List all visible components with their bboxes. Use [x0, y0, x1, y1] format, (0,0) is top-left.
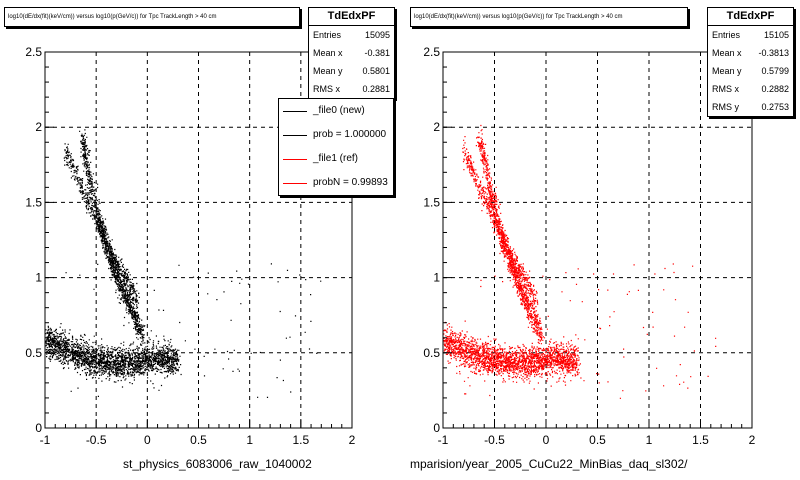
y-tick-label: 1.5 — [423, 195, 440, 209]
x-tick-label: 0.5 — [589, 433, 606, 447]
x-tick-label: 1 — [246, 433, 253, 447]
left-stats-label: Mean y — [313, 66, 343, 76]
left-plot-title-text: log10(dE/dx(fit)(keV/cm)) versus log10(p… — [8, 14, 217, 20]
y-tick-label: 2.5 — [25, 45, 42, 59]
right-stats-label: Entries — [712, 30, 741, 40]
x-tick-label: 2 — [349, 433, 356, 447]
x-tick-label: 2 — [749, 433, 756, 447]
y-tick-label: 1 — [35, 271, 42, 285]
x-tick-label: 1.5 — [292, 433, 309, 447]
right-stats-label: Mean y — [712, 66, 742, 76]
left-stats-row-mean-y: Mean y 0.5801 — [309, 62, 394, 80]
x-tick-label: 0 — [543, 433, 550, 447]
left-stats-row-entries: Entries 15095 — [309, 26, 394, 44]
right-scatter-points — [443, 124, 717, 399]
right-stats-row-rms-x: RMS x 0.2882 — [708, 80, 793, 98]
legend-label: _file0 (new) — [313, 105, 365, 116]
left-legend: _file0 (new) prob = 1.000000 _file1 (ref… — [278, 98, 394, 196]
right-stats-row-mean-x: Mean x -0.3813 — [708, 44, 793, 62]
legend-label: prob = 1.000000 — [313, 129, 387, 140]
right-plot-title-text: log10(dE/dx(fit)(keV/cm)) versus log10(p… — [414, 14, 623, 20]
left-stats-label: RMS x — [313, 84, 340, 94]
y-tick-label: 1 — [433, 271, 440, 285]
right-stats-row-entries: Entries 15105 — [708, 26, 793, 44]
left-x-axis-title: st_physics_6083006_raw_1040002 — [123, 457, 312, 471]
legend-line-black — [283, 135, 307, 136]
x-tick-label: -0.5 — [484, 433, 505, 447]
legend-line-black — [283, 111, 307, 112]
legend-line-red — [283, 159, 307, 160]
x-tick-label: 1 — [646, 433, 653, 447]
legend-entry-file1: _file1 (ref) — [279, 147, 393, 171]
left-stats-value: 15095 — [364, 30, 390, 40]
y-tick-label: 2.5 — [423, 45, 440, 59]
y-tick-label: 2 — [433, 120, 440, 134]
x-tick-label: -1 — [40, 433, 51, 447]
left-stats-value: -0.381 — [364, 48, 390, 58]
y-tick-label: 0.5 — [25, 346, 42, 360]
legend-entry-file0: _file0 (new) — [279, 99, 393, 123]
left-stats-value: 0.5801 — [362, 66, 390, 76]
legend-entry-prob: prob = 1.000000 — [279, 123, 393, 147]
legend-label: probN = 0.99893 — [313, 177, 388, 188]
left-stats-label: Entries — [313, 30, 342, 40]
right-stats-label: RMS y — [712, 102, 739, 112]
x-tick-label: 0 — [144, 433, 151, 447]
left-stats-row-mean-x: Mean x -0.381 — [309, 44, 394, 62]
right-stats-label: RMS x — [712, 84, 739, 94]
legend-label: _file1 (ref) — [313, 153, 359, 164]
y-tick-label: 2 — [35, 120, 42, 134]
y-tick-label: 0 — [433, 421, 440, 435]
x-tick-label: 1.5 — [692, 433, 709, 447]
left-stats-box: TdEdxPF Entries 15095 Mean x -0.381 Mean… — [308, 7, 395, 99]
right-stats-label: Mean x — [712, 48, 742, 58]
left-stats-value: 0.2881 — [362, 84, 390, 94]
x-tick-label: -0.5 — [86, 433, 107, 447]
left-plot-title: log10(dE/dx(fit)(keV/cm)) versus log10(p… — [4, 7, 300, 27]
right-stats-row-rms-y: RMS y 0.2753 — [708, 98, 793, 116]
legend-line-red — [283, 183, 307, 184]
right-stats-value: 0.5799 — [761, 66, 789, 76]
right-stats-value: 0.2882 — [761, 84, 789, 94]
x-tick-label: -1 — [438, 433, 449, 447]
y-tick-label: 0 — [35, 421, 42, 435]
y-tick-label: 0.5 — [423, 346, 440, 360]
right-stats-name: TdEdxPF — [708, 8, 793, 26]
right-stats-value: 15105 — [763, 30, 789, 40]
left-stats-row-rms-x: RMS x 0.2881 — [309, 80, 394, 98]
left-stats-label: Mean x — [313, 48, 343, 58]
right-stats-value: -0.3813 — [758, 48, 789, 58]
right-x-axis-title: mparision/year_2005_CuCu22_MinBias_daq_s… — [410, 457, 688, 471]
right-plot-title: log10(dE/dx(fit)(keV/cm)) versus log10(p… — [410, 7, 688, 27]
legend-entry-probn: probN = 0.99893 — [279, 171, 393, 195]
right-stats-row-mean-y: Mean y 0.5799 — [708, 62, 793, 80]
left-stats-name: TdEdxPF — [309, 8, 394, 26]
right-stats-value: 0.2753 — [761, 102, 789, 112]
x-tick-label: 0.5 — [190, 433, 207, 447]
right-stats-box: TdEdxPF Entries 15105 Mean x -0.3813 Mea… — [707, 7, 794, 117]
y-tick-label: 1.5 — [25, 195, 42, 209]
